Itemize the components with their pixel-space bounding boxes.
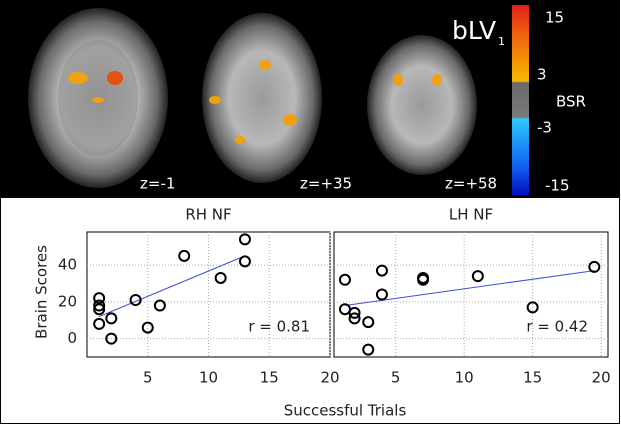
slice-label: z=+35: [300, 175, 352, 193]
colorbar-tick: -3: [537, 119, 552, 137]
colorbar-tick: 15: [545, 9, 564, 27]
slice-label: z=+58: [445, 175, 497, 193]
y-tick-label: 40: [58, 256, 77, 274]
x-tick-label: 5: [143, 369, 153, 387]
brain-label: bLV: [452, 16, 496, 45]
x-tick-label: 20: [320, 369, 339, 387]
y-tick-label: 0: [67, 329, 77, 347]
annotation: r = 0.81: [248, 318, 310, 336]
x-tick-label: 10: [455, 369, 474, 387]
x-tick-label: 20: [592, 369, 611, 387]
x-tick-label: 10: [199, 369, 218, 387]
plot-area: [334, 232, 608, 357]
colorbar-tick: -15: [545, 177, 570, 195]
colorbar-tick: 3: [537, 66, 547, 84]
x-tick-label: 15: [523, 369, 542, 387]
chart-title: LH NF: [449, 206, 493, 224]
colorbar-title: BSR: [556, 93, 586, 111]
figure: bLV 1 z=-1 z=+35 z=+58 15 3 BSR -3 -15 S…: [0, 0, 621, 425]
x-axis-label: Successful Trials: [284, 402, 407, 420]
chart-title: RH NF: [185, 206, 231, 224]
y-tick-label: 20: [58, 292, 77, 310]
annotation: r = 0.42: [526, 318, 588, 336]
x-tick-label: 5: [391, 369, 401, 387]
slice-label: z=-1: [140, 175, 175, 193]
brain-label-sub: 1: [498, 35, 505, 48]
x-tick-label: 15: [260, 369, 279, 387]
y-axis-label: Brain Scores: [33, 245, 51, 339]
